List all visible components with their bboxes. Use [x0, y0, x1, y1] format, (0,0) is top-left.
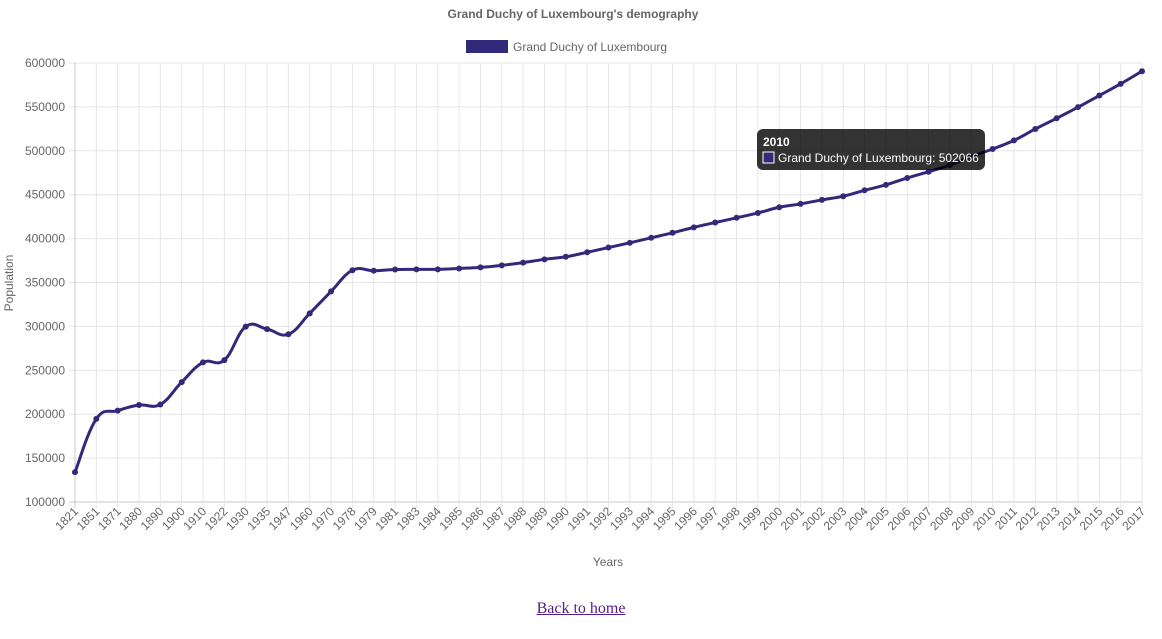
data-point[interactable] — [712, 219, 719, 226]
data-point[interactable] — [562, 253, 569, 260]
data-point[interactable] — [114, 407, 121, 414]
tooltip-value: Grand Duchy of Luxembourg: 502066 — [778, 151, 979, 165]
data-point[interactable] — [178, 379, 185, 386]
data-point[interactable] — [349, 267, 356, 274]
data-point[interactable] — [840, 193, 847, 200]
data-point[interactable] — [498, 262, 505, 269]
data-point[interactable] — [1139, 68, 1145, 75]
y-axis-ticks: 100000 150000 200000 250000 300000 350000 4000… — [25, 56, 65, 509]
gridlines — [69, 62, 1143, 508]
data-point[interactable] — [413, 266, 420, 273]
data-point[interactable] — [1032, 125, 1039, 132]
tooltip-color-swatch — [762, 151, 775, 164]
population-chart: Grand Duchy of Luxembourg's demography G… — [2, 7, 1148, 569]
legend-swatch[interactable] — [466, 40, 508, 53]
data-point[interactable] — [200, 359, 207, 366]
x-tick-label: 2017 — [1119, 504, 1148, 533]
data-point[interactable] — [605, 244, 612, 251]
data-point[interactable] — [1117, 80, 1124, 87]
data-point[interactable] — [242, 323, 249, 330]
x-axis-title: Years — [593, 555, 623, 569]
data-point[interactable] — [776, 204, 783, 211]
tooltip-title: 2010 — [763, 135, 790, 149]
chart-title: Grand Duchy of Luxembourg's demography — [448, 7, 699, 21]
data-point[interactable] — [797, 200, 804, 207]
data-point[interactable] — [93, 415, 100, 422]
data-point[interactable] — [456, 265, 463, 272]
data-point[interactable] — [733, 214, 740, 221]
y-tick-label: 550000 — [25, 100, 65, 114]
data-point[interactable] — [669, 229, 676, 236]
data-point[interactable] — [818, 196, 825, 203]
y-tick-label: 350000 — [25, 276, 65, 290]
y-tick-label: 400000 — [25, 232, 65, 246]
data-point[interactable] — [136, 401, 143, 408]
y-tick-label: 150000 — [25, 451, 65, 465]
data-point[interactable] — [754, 209, 761, 216]
data-point[interactable] — [370, 267, 377, 274]
tooltip: 2010 Grand Duchy of Luxembourg: 502066 — [757, 129, 985, 170]
data-point[interactable] — [626, 239, 633, 246]
data-point[interactable] — [904, 174, 911, 181]
data-point[interactable] — [882, 181, 889, 188]
data-point[interactable] — [1074, 104, 1081, 111]
y-tick-label: 100000 — [25, 495, 65, 509]
data-point[interactable] — [434, 266, 441, 273]
data-point[interactable] — [221, 357, 228, 364]
data-point[interactable] — [584, 249, 591, 256]
data-point[interactable] — [861, 187, 868, 194]
data-point[interactable] — [306, 310, 313, 317]
back-to-home-link[interactable]: Back to home — [536, 600, 626, 617]
y-axis-title: Population — [2, 255, 16, 312]
x-tick-label: 2011 — [992, 504, 1020, 532]
data-point[interactable] — [264, 326, 271, 333]
data-point[interactable] — [520, 259, 527, 266]
data-point[interactable] — [285, 331, 292, 338]
data-point[interactable] — [157, 401, 164, 408]
data-point[interactable] — [1010, 137, 1017, 144]
legend-label[interactable]: Grand Duchy of Luxembourg — [513, 40, 667, 54]
data-point[interactable] — [541, 256, 548, 263]
y-tick-label: 450000 — [25, 188, 65, 202]
data-point[interactable] — [1053, 115, 1060, 122]
data-point[interactable] — [989, 145, 996, 152]
data-point[interactable] — [72, 469, 78, 476]
data-point[interactable] — [690, 224, 697, 231]
data-point[interactable] — [648, 234, 655, 241]
y-tick-label: 300000 — [25, 319, 65, 333]
y-tick-label: 600000 — [25, 56, 65, 70]
back-link-container: Back to home — [0, 600, 1162, 618]
data-point[interactable] — [925, 168, 932, 175]
data-point[interactable] — [328, 288, 335, 295]
y-tick-label: 250000 — [25, 363, 65, 377]
legend[interactable]: Grand Duchy of Luxembourg — [466, 40, 667, 54]
data-point[interactable] — [1096, 92, 1103, 99]
tooltip-background — [757, 129, 985, 170]
y-tick-label: 200000 — [25, 407, 65, 421]
x-axis-ticks: 1821185118711880189019001910192219301935… — [52, 504, 1148, 533]
data-point[interactable] — [392, 266, 399, 273]
data-point[interactable] — [477, 264, 484, 271]
y-tick-label: 500000 — [25, 144, 65, 158]
